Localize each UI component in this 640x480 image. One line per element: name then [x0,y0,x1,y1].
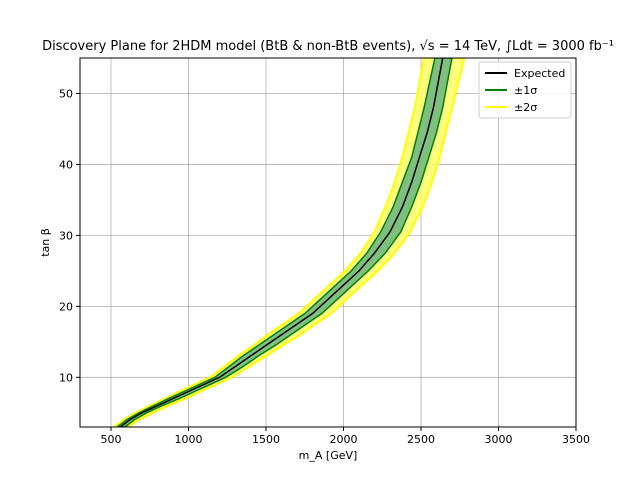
expected-line [119,58,444,427]
x-tick-label: 2500 [407,433,435,446]
x-tick-label: 500 [101,433,122,446]
legend-label: ±2σ [514,101,537,114]
y-tick-label: 40 [59,158,73,171]
legend: Expected ±1σ ±2σ [478,61,572,119]
legend-label: Expected [514,67,565,80]
lines [119,58,444,427]
plot-frame [79,57,577,428]
sigma1-band [115,58,453,427]
x-axis-label: m_A [GeV] [299,449,358,462]
sigma2-band [112,58,466,427]
x-tick-label: 2000 [330,433,358,446]
bands [112,58,466,427]
x-tick-label: 3000 [485,433,513,446]
legend-label: ±1σ [514,84,537,97]
y-axis-label: tan β [39,228,52,257]
y-tick-label: 50 [59,87,73,100]
x-tick-label: 3500 [562,433,590,446]
x-tick-label: 1000 [175,433,203,446]
x-axis: 500 1000 1500 2000 2500 3000 3500 [101,427,590,446]
legend-box [478,61,572,119]
y-tick-label: 20 [59,300,73,313]
y-axis: 10 20 30 40 50 [59,87,80,384]
y-tick-label: 30 [59,229,73,242]
x-tick-label: 1500 [252,433,280,446]
y-tick-label: 10 [59,371,73,384]
chart-title: Discovery Plane for 2HDM model (BtB & no… [42,39,614,54]
